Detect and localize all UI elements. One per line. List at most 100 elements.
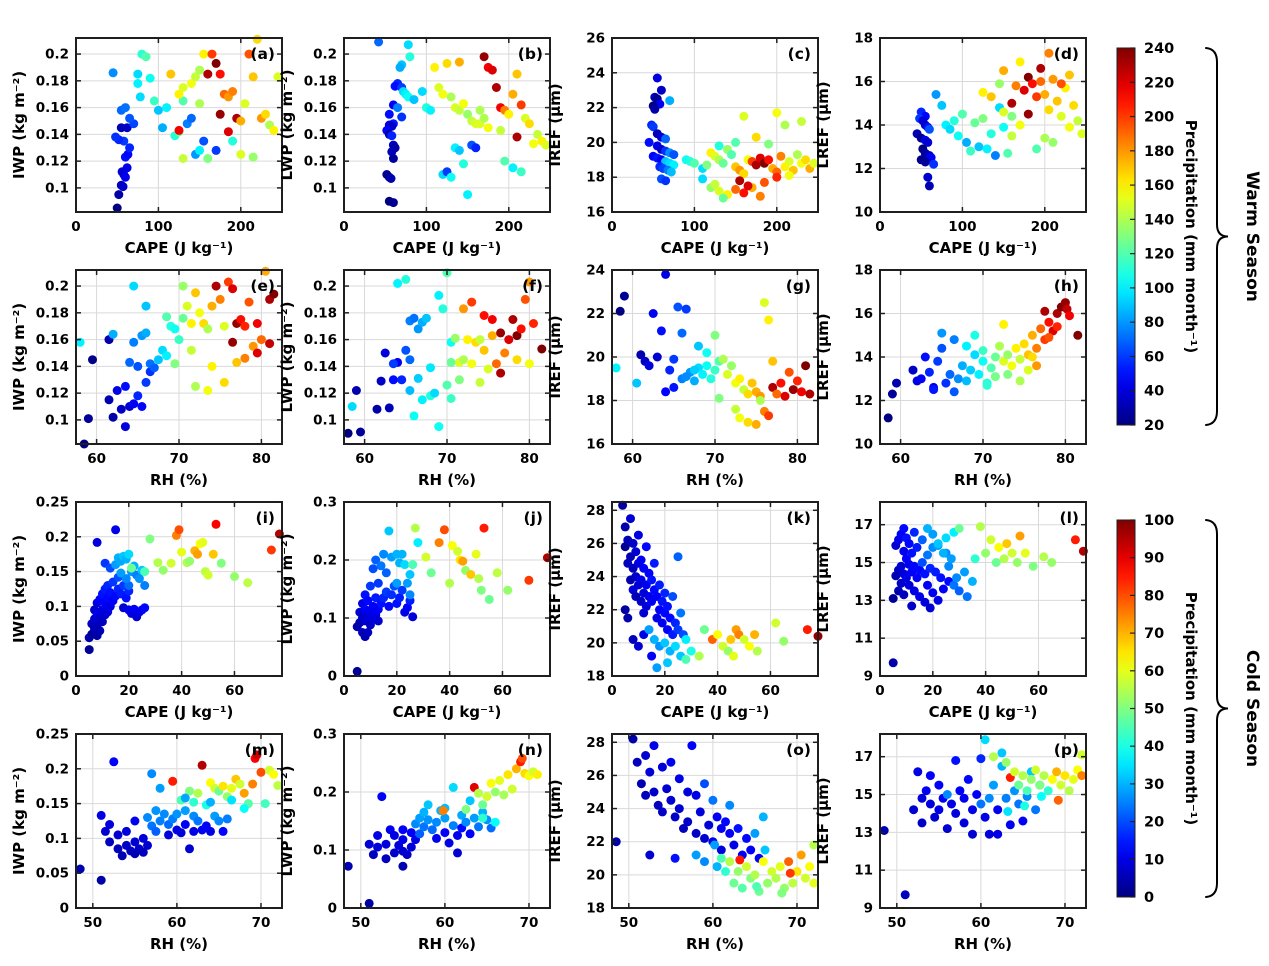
data-point: [739, 169, 749, 179]
colorbar-tick-label: 240: [1144, 41, 1174, 57]
data-point: [938, 584, 948, 594]
data-point: [920, 597, 930, 607]
y-tick-label: 0.1: [45, 412, 69, 428]
data-point: [426, 105, 435, 115]
data-point: [661, 176, 671, 186]
data-point: [461, 804, 471, 814]
data-point: [408, 560, 418, 570]
data-point: [933, 356, 943, 366]
data-point: [371, 555, 381, 565]
data-point: [909, 586, 919, 596]
data-point: [1077, 771, 1087, 781]
data-point: [1053, 795, 1063, 805]
data-point: [218, 826, 228, 836]
panel-j: 0 20 40 60 0 0.1 0.2 0.3 CAPE (J kg⁻¹) LWP (kg m⁻…: [278, 495, 552, 721]
data-point: [239, 788, 249, 798]
data-point: [376, 376, 386, 386]
data-point: [400, 560, 410, 570]
data-point: [1020, 801, 1030, 811]
data-point: [454, 105, 464, 115]
data-point: [100, 826, 110, 836]
data-point: [438, 304, 448, 314]
data-point: [1036, 77, 1046, 86]
y-tick-label: 0.05: [36, 866, 69, 882]
data-point: [408, 612, 418, 622]
x-tick-label: 50: [83, 915, 102, 931]
data-point: [211, 281, 221, 291]
data-point: [632, 378, 642, 388]
data-point: [615, 306, 625, 316]
data-point: [108, 68, 118, 78]
data-point: [1015, 376, 1025, 386]
data-point: [937, 100, 947, 110]
data-point: [771, 618, 781, 628]
data-point: [467, 297, 477, 307]
data-point: [1065, 122, 1074, 132]
x-tick-label: 60: [623, 451, 642, 467]
season-label: Cold Season: [1242, 650, 1262, 767]
data-point: [389, 831, 399, 840]
data-point: [879, 826, 889, 835]
data-point: [764, 155, 774, 165]
data-point: [938, 548, 948, 558]
data-point: [957, 361, 967, 371]
data-point: [415, 829, 425, 839]
data-point: [454, 57, 464, 67]
data-point: [151, 826, 161, 836]
data-point: [409, 411, 419, 421]
data-point: [454, 145, 464, 155]
data-point: [524, 359, 534, 369]
x-tick-label: 70: [252, 915, 271, 931]
data-point: [649, 787, 659, 797]
x-axis-label: CAPE (J kg⁻¹): [125, 239, 234, 257]
data-point: [133, 391, 143, 401]
y-tick-label: 0.14: [36, 127, 69, 143]
y-tick-label: 15: [854, 555, 873, 571]
data-point: [116, 568, 126, 578]
x-axis-label: CAPE (J kg⁻¹): [125, 703, 234, 721]
data-point: [405, 386, 415, 395]
data-point: [970, 554, 980, 564]
x-tick-label: 200: [227, 219, 255, 235]
data-point: [957, 109, 967, 119]
data-point: [405, 52, 415, 62]
x-tick-label: 70: [1056, 915, 1075, 931]
data-point: [908, 365, 918, 375]
data-point: [185, 786, 194, 796]
colorbar-title: Precipitation (mm month⁻¹): [1182, 120, 1200, 353]
data-point: [162, 103, 172, 113]
data-point: [193, 549, 202, 559]
data-point: [966, 146, 976, 156]
data-point: [1044, 317, 1054, 327]
y-tick-label: 0.2: [45, 279, 69, 295]
data-point: [933, 595, 943, 605]
data-point: [712, 862, 722, 872]
panel-d: 0 100 200 10 12 14 16 18 CAPE (J kg⁻¹) LREF (μm) (…: [814, 31, 1087, 257]
data-point: [982, 380, 992, 390]
data-point: [376, 561, 386, 571]
data-point: [1018, 771, 1028, 781]
data-point: [636, 779, 646, 789]
data-point: [129, 281, 139, 291]
data-point: [512, 355, 522, 365]
data-point: [1070, 535, 1080, 545]
y-axis-label: IWP (kg m⁻²): [10, 303, 28, 411]
data-point: [710, 365, 720, 375]
data-point: [189, 797, 199, 807]
data-point: [430, 388, 440, 398]
x-tick-label: 100: [412, 219, 440, 235]
y-tick-label: 0.12: [36, 386, 69, 402]
data-point: [896, 561, 906, 571]
y-axis-label: LWP (kg m⁻²): [278, 302, 296, 413]
data-point: [203, 324, 213, 334]
x-tick-label: 0: [339, 219, 348, 235]
data-point: [710, 179, 720, 189]
x-axis-label: CAPE (J kg⁻¹): [661, 239, 770, 257]
data-point: [1023, 109, 1033, 119]
data-point: [482, 792, 492, 802]
data-point: [743, 181, 753, 191]
data-point: [917, 818, 927, 828]
x-axis-label: RH (%): [150, 471, 208, 489]
data-point: [475, 335, 485, 345]
